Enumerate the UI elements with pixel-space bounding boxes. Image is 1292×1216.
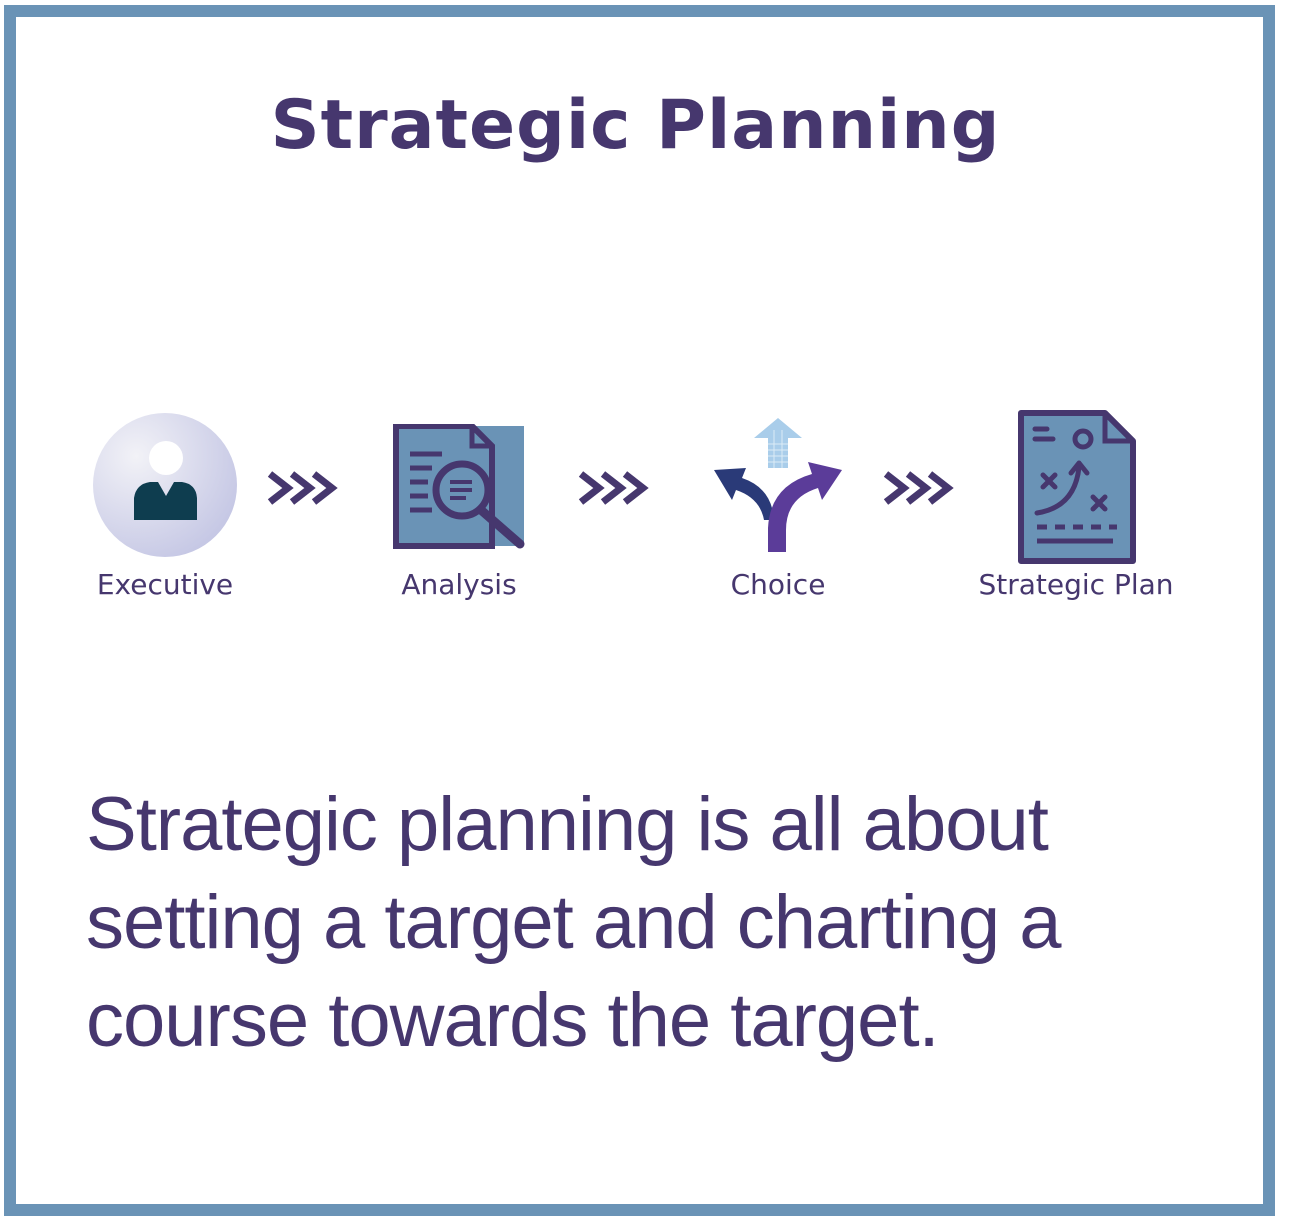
triple-chevron-right-icon — [578, 471, 649, 505]
executive-person-icon — [93, 413, 237, 557]
step-label-executive: Executive — [96, 568, 234, 601]
connector-chevron-2 — [577, 470, 661, 510]
choice-fork-arrows-icon — [714, 418, 842, 552]
step-label-strategic-plan: Strategic Plan — [978, 568, 1174, 601]
step-label-choice: Choice — [730, 568, 826, 601]
description-text: Strategic planning is all about setting … — [86, 782, 1062, 1063]
triple-chevron-right-icon — [267, 471, 338, 505]
step-analysis — [392, 424, 528, 550]
step-executive — [92, 412, 238, 558]
analysis-document-magnifier-icon — [393, 424, 525, 549]
diagram-frame — [4, 5, 1275, 1216]
connector-chevron-3 — [882, 470, 966, 510]
connector-chevron-1 — [266, 470, 350, 510]
step-label-analysis: Analysis — [401, 568, 517, 601]
triple-chevron-right-icon — [883, 471, 954, 505]
diagram-title: Strategic Planning — [270, 86, 1001, 165]
step-choice — [712, 416, 844, 556]
strategic-plan-document-icon — [1018, 410, 1136, 564]
step-strategic-plan — [1017, 409, 1137, 565]
